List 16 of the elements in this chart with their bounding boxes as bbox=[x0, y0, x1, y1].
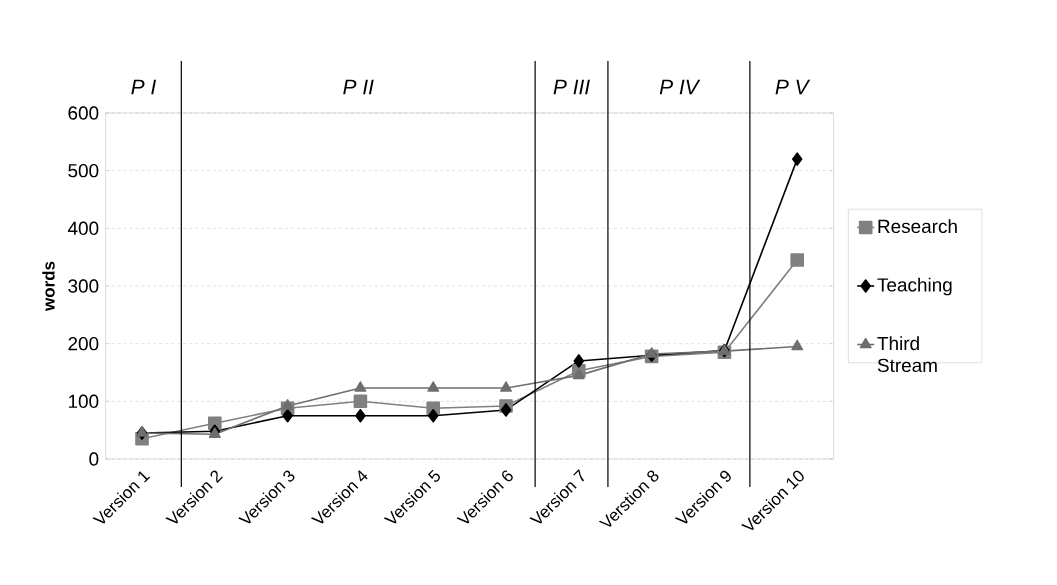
y-tick-label: 100 bbox=[68, 394, 99, 409]
legend-label: Research bbox=[878, 219, 957, 234]
y-tick-label: 0 bbox=[89, 452, 99, 466]
legend-label: Third Stream bbox=[877, 336, 937, 373]
legend-label: Teaching bbox=[877, 277, 952, 296]
y-axis-title: words bbox=[42, 261, 55, 311]
y-tick-label: 400 bbox=[67, 221, 99, 236]
text: P V bbox=[775, 79, 811, 95]
y-tick-label: 300 bbox=[68, 279, 99, 293]
text: P IV bbox=[659, 79, 701, 95]
y-tick-label: 600 bbox=[68, 106, 99, 120]
y-tick-label: 500 bbox=[68, 163, 99, 178]
text: P I bbox=[131, 79, 156, 95]
y-tick-label: 200 bbox=[68, 336, 99, 351]
text: P III bbox=[553, 79, 590, 95]
text: P II bbox=[343, 79, 374, 95]
